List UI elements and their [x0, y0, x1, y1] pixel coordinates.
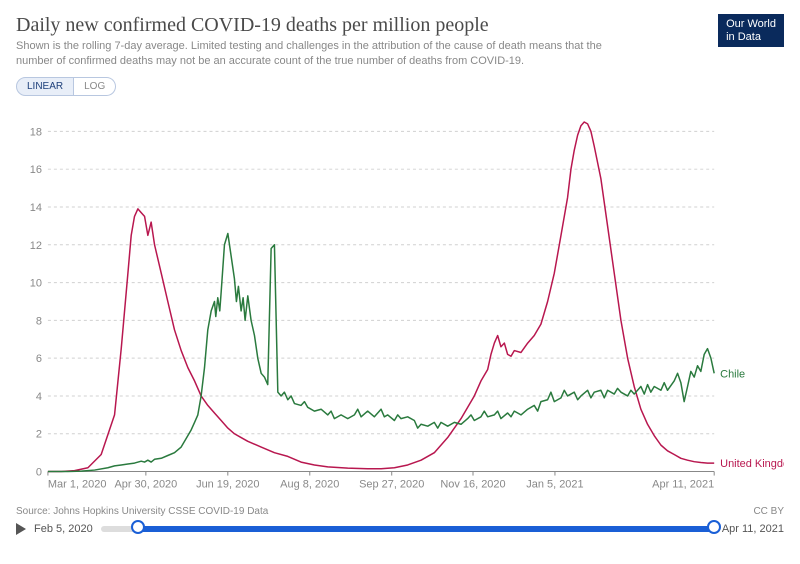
- svg-text:4: 4: [36, 391, 42, 403]
- timeline-slider[interactable]: [101, 526, 714, 532]
- line-chart: 0 2 4 6 8 10 12 14 16 18 Mar 1, 2020 Apr 30, 2020 Ju…: [16, 102, 784, 502]
- chart-header: Our World in Data Daily new confirmed CO…: [16, 14, 784, 96]
- svg-text:Apr 30, 2020: Apr 30, 2020: [114, 478, 177, 490]
- log-button[interactable]: LOG: [74, 77, 116, 96]
- slider-handle-start[interactable]: [131, 520, 145, 534]
- svg-text:2: 2: [36, 428, 42, 440]
- chart-footer: Source: Johns Hopkins University CSSE CO…: [16, 502, 784, 517]
- svg-text:Sep 27, 2020: Sep 27, 2020: [359, 478, 424, 490]
- svg-text:Jun 19, 2020: Jun 19, 2020: [196, 478, 259, 490]
- svg-text:Jan 5, 2021: Jan 5, 2021: [526, 478, 583, 490]
- svg-text:12: 12: [30, 239, 42, 251]
- timeline-end-label: Apr 11, 2021: [722, 523, 784, 535]
- chart-subtitle: Shown is the rolling 7-day average. Limi…: [16, 39, 636, 69]
- svg-text:14: 14: [30, 202, 42, 214]
- svg-text:16: 16: [30, 164, 42, 176]
- svg-text:Nov 16, 2020: Nov 16, 2020: [440, 478, 505, 490]
- play-icon[interactable]: [16, 523, 26, 535]
- license-text: CC BY: [753, 506, 784, 517]
- timeline-start-label: Feb 5, 2020: [34, 523, 93, 535]
- svg-text:United Kingdom: United Kingdom: [720, 458, 784, 470]
- svg-text:18: 18: [30, 126, 42, 138]
- svg-text:0: 0: [36, 466, 42, 478]
- svg-text:Mar 1, 2020: Mar 1, 2020: [48, 478, 107, 490]
- chart-area: 0 2 4 6 8 10 12 14 16 18 Mar 1, 2020 Apr 30, 2020 Ju…: [16, 102, 784, 502]
- svg-text:Apr 11, 2021: Apr 11, 2021: [652, 478, 714, 490]
- svg-text:Chile: Chile: [720, 368, 745, 380]
- source-text: Source: Johns Hopkins University CSSE CO…: [16, 506, 268, 517]
- svg-text:10: 10: [30, 277, 42, 289]
- svg-text:8: 8: [36, 315, 42, 327]
- logo-line1: Our World: [726, 18, 776, 31]
- slider-handle-end[interactable]: [707, 520, 721, 534]
- owid-logo: Our World in Data: [718, 14, 784, 47]
- logo-line2: in Data: [726, 31, 776, 44]
- scale-toggle: LINEAR LOG: [16, 77, 784, 96]
- timeline-control: Feb 5, 2020 Apr 11, 2021: [16, 523, 784, 535]
- chart-title: Daily new confirmed COVID-19 deaths per …: [16, 14, 784, 37]
- svg-text:Aug 8, 2020: Aug 8, 2020: [280, 478, 339, 490]
- svg-text:6: 6: [36, 353, 42, 365]
- linear-button[interactable]: LINEAR: [16, 77, 74, 96]
